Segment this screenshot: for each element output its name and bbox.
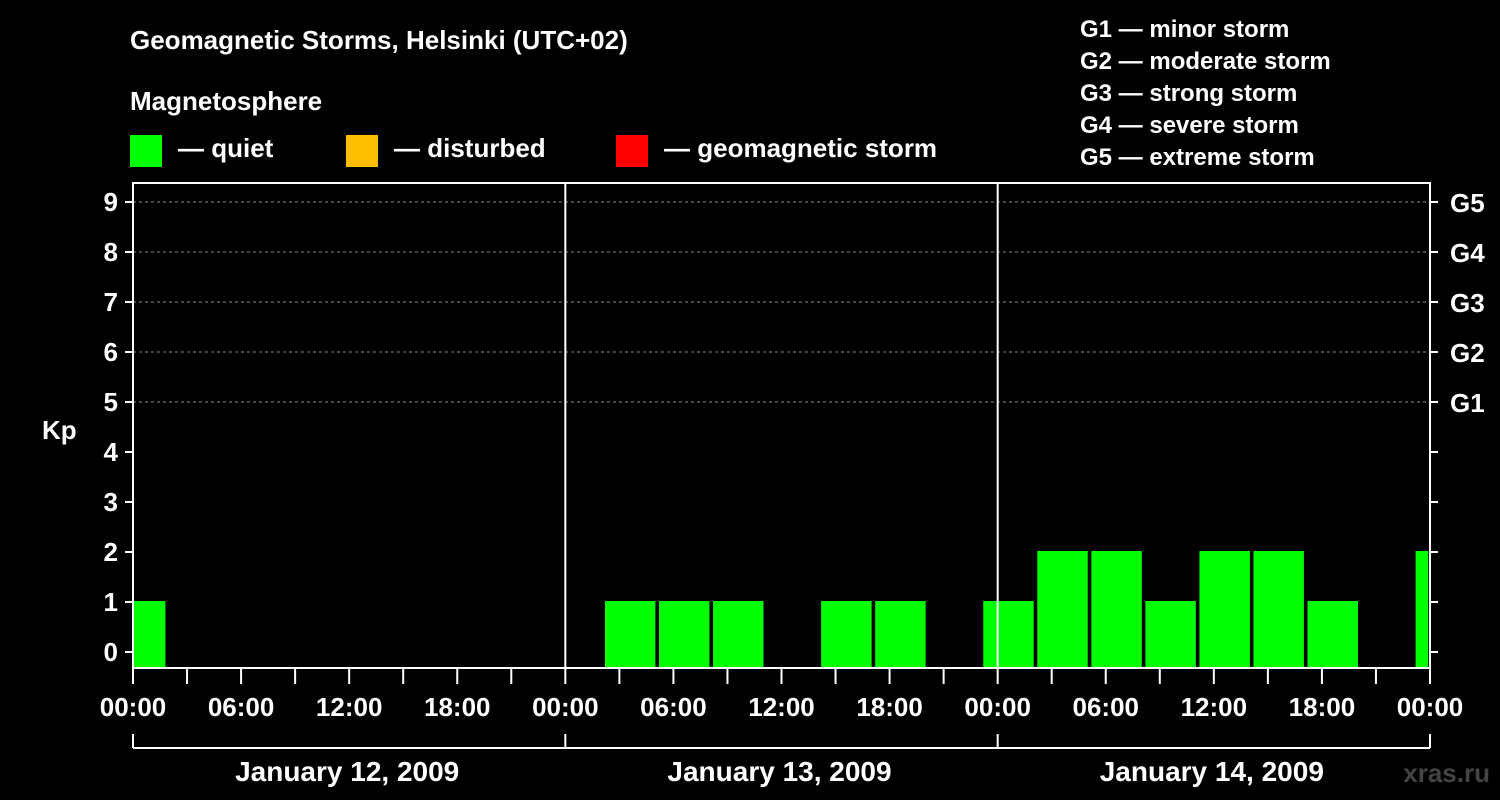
gridlines [133, 201, 1430, 403]
y-tick-label-8: 8 [104, 237, 118, 267]
axes: 0 1 2 3 4 5 6 7 8 9 G1 G2 G3 G4 G5 00:00 06:00 12:00 18:00… [100, 182, 1485, 787]
kp-bar-13 [1415, 551, 1429, 668]
kp-bar-8 [1091, 551, 1142, 668]
x-tick-label-2: 12:00 [316, 692, 383, 722]
day-label-1: January 13, 2009 [667, 756, 891, 787]
legend-label-1: — disturbed [394, 133, 546, 163]
x-tick-label-4: 00:00 [532, 692, 599, 722]
x-tick-label-0: 00:00 [100, 692, 167, 722]
legend-swatch-1 [346, 135, 378, 167]
x-tick-label-5: 06:00 [640, 692, 707, 722]
x-tick-label-7: 18:00 [856, 692, 923, 722]
kp-bar-3 [713, 601, 764, 668]
legend-label-2: — geomagnetic storm [664, 133, 937, 163]
y-tick-label-0: 0 [104, 637, 118, 667]
day-label-0: January 12, 2009 [235, 756, 459, 787]
kp-bar-2 [659, 601, 710, 668]
right-tick-label-G5: G5 [1450, 188, 1485, 218]
scale-legend-item-4: G5 — extreme storm [1080, 144, 1315, 171]
scale-legend-item-3: G4 — severe storm [1080, 112, 1299, 139]
x-tick-label-3: 18:00 [424, 692, 491, 722]
kp-bar-7 [1037, 551, 1088, 668]
y-tick-label-1: 1 [104, 587, 118, 617]
kp-bar-11 [1253, 551, 1304, 668]
x-tick-label-11: 18:00 [1289, 692, 1356, 722]
kp-bars [133, 551, 1429, 668]
watermark: xras.ru [1403, 758, 1490, 788]
kp-bar-12 [1307, 601, 1358, 668]
right-tick-label-G4: G4 [1450, 238, 1485, 268]
x-tick-label-1: 06:00 [208, 692, 275, 722]
kp-bar-4 [821, 601, 872, 668]
x-tick-label-12: 00:00 [1397, 692, 1464, 722]
legend-label-0: — quiet [178, 133, 274, 163]
storm-scale-legend: G1 — minor storm G2 — moderate storm G3 — … [1080, 16, 1331, 171]
y-tick-label-9: 9 [104, 187, 118, 217]
x-tick-label-10: 12:00 [1181, 692, 1248, 722]
y-tick-label-3: 3 [104, 487, 118, 517]
legend-title: Magnetosphere [130, 86, 322, 116]
right-tick-label-G1: G1 [1450, 388, 1485, 418]
x-tick-label-6: 12:00 [748, 692, 815, 722]
y-tick-label-5: 5 [104, 387, 118, 417]
kp-bar-1 [604, 601, 656, 668]
legend-swatch-2 [616, 135, 648, 167]
y-axis-label: Kp [42, 415, 77, 445]
right-tick-label-G3: G3 [1450, 288, 1485, 318]
y-tick-label-7: 7 [104, 287, 118, 317]
x-tick-label-8: 00:00 [964, 692, 1031, 722]
x-tick-label-9: 06:00 [1073, 692, 1140, 722]
day-label-2: January 14, 2009 [1100, 756, 1324, 787]
y-tick-label-2: 2 [104, 537, 118, 567]
kp-bar-6 [983, 601, 1034, 668]
status-legend: — quiet — disturbed — geomagnetic storm [130, 133, 937, 167]
scale-legend-item-2: G3 — strong storm [1080, 80, 1297, 107]
scale-legend-item-0: G1 — minor storm [1080, 16, 1289, 43]
scale-legend-item-1: G2 — moderate storm [1080, 48, 1331, 75]
right-tick-label-G2: G2 [1450, 338, 1485, 368]
kp-bar-9 [1145, 601, 1196, 668]
kp-bar-10 [1199, 551, 1250, 668]
legend-swatch-0 [130, 135, 162, 167]
chart-title: Geomagnetic Storms, Helsinki (UTC+02) [130, 25, 628, 55]
kp-bar-5 [875, 601, 926, 668]
y-tick-label-4: 4 [104, 437, 119, 467]
y-tick-label-6: 6 [104, 337, 118, 367]
kp-bar-0 [133, 601, 166, 668]
